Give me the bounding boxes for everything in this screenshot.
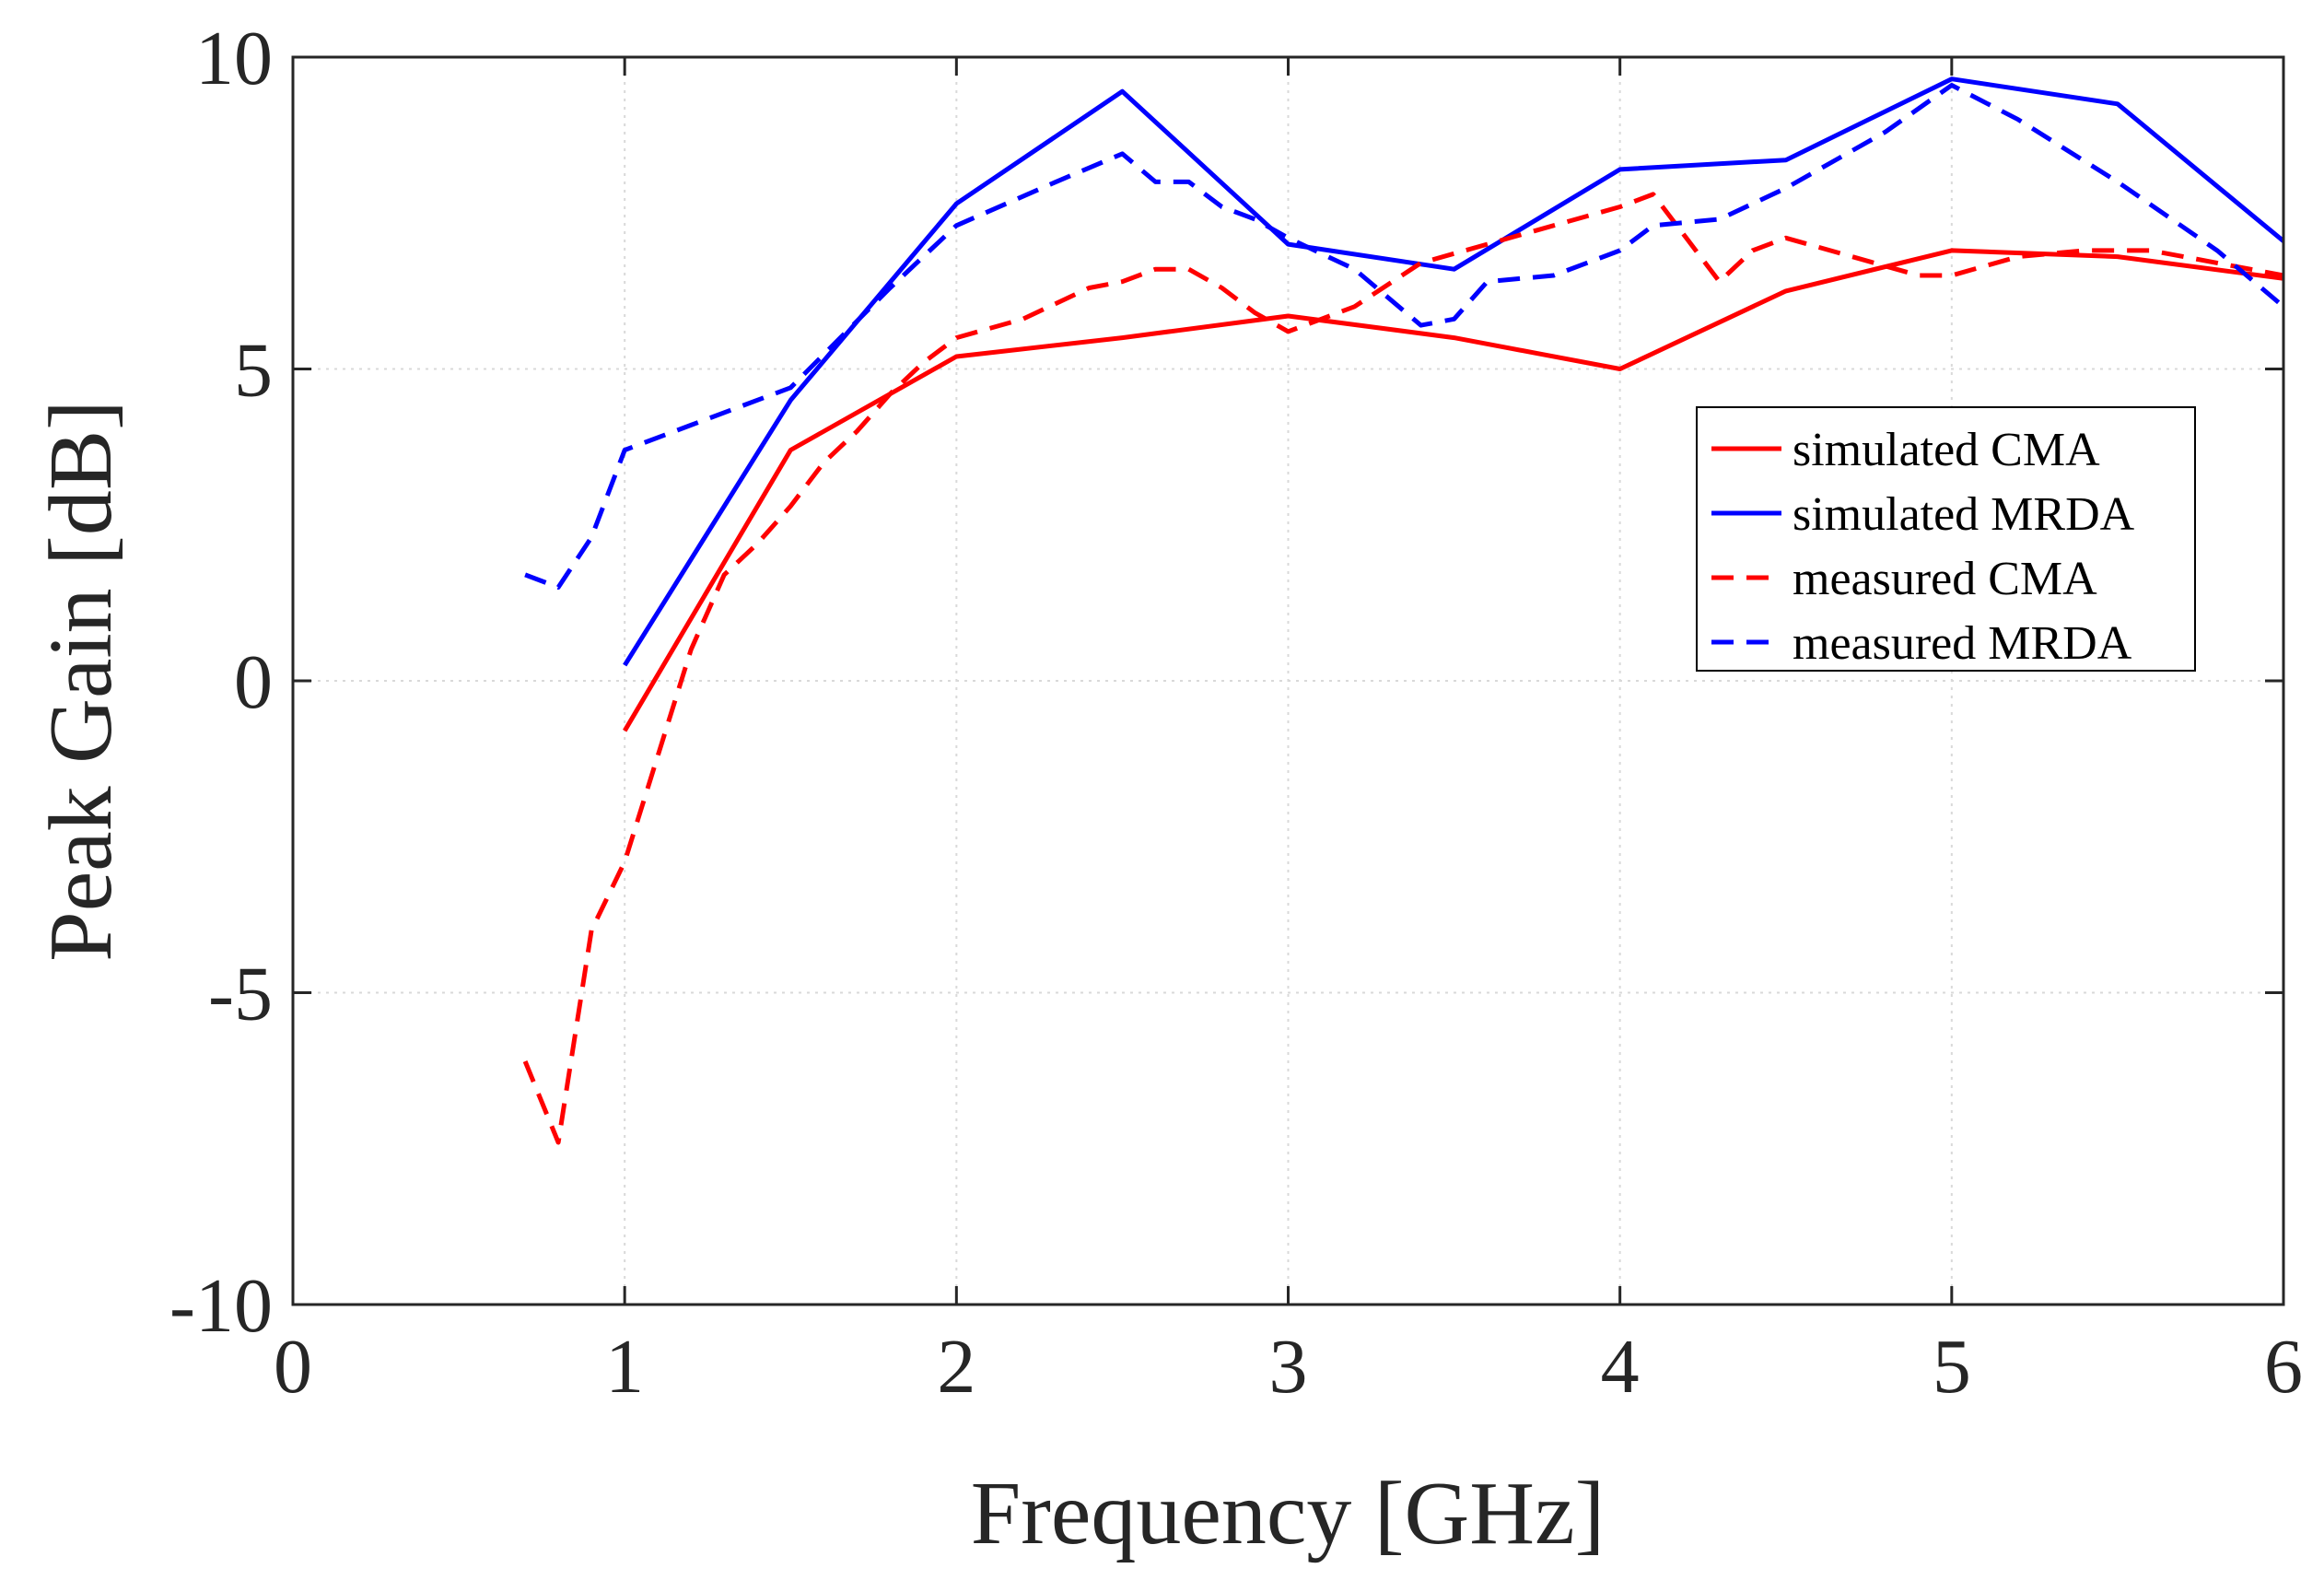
legend-label: simulated CMA xyxy=(1793,424,2100,476)
legend-label: measured CMA xyxy=(1793,553,2097,605)
legend-box xyxy=(1696,406,2196,672)
x-tick-label: 2 xyxy=(937,1324,975,1410)
ticks xyxy=(291,55,2285,1306)
series-line-simulated-mrda xyxy=(623,76,2285,667)
grid xyxy=(293,57,2283,1305)
y-tick-label: -10 xyxy=(169,1263,273,1349)
series-line-measured-cma xyxy=(522,192,2284,1145)
y-tick-labels: -10 -5 0 5 10 xyxy=(169,16,273,1349)
x-tick-label: 1 xyxy=(605,1324,644,1410)
x-tick-label: 4 xyxy=(1601,1324,1640,1410)
y-tick-label: 5 xyxy=(234,328,273,414)
y-tick-label: -5 xyxy=(208,952,273,1037)
legend-label: simulated MRDA xyxy=(1793,488,2135,541)
x-tick-label: 5 xyxy=(1933,1324,1971,1410)
y-tick-label: 0 xyxy=(234,639,273,725)
series-layer xyxy=(522,76,2285,1145)
y-axis-label: Peak Gain [dB] xyxy=(31,400,131,962)
x-axis-label: Frequency [GHz] xyxy=(971,1464,1605,1563)
legend-entries: simulated CMA simulated MRDA measured CMA m… xyxy=(1711,424,2135,670)
y-tick-label: 10 xyxy=(195,16,273,101)
series-line-simulated-cma xyxy=(623,248,2284,732)
legend-label: measured MRDA xyxy=(1793,617,2132,670)
x-tick-labels: 0 1 2 3 4 5 6 xyxy=(274,1324,2303,1410)
x-tick-label: 3 xyxy=(1269,1324,1308,1410)
x-tick-label: 6 xyxy=(2264,1324,2303,1410)
legend: simulated CMA simulated MRDA measured CMA m… xyxy=(1696,406,2196,672)
series-line-measured-mrda xyxy=(524,83,2285,590)
x-tick-label: 0 xyxy=(274,1324,312,1410)
